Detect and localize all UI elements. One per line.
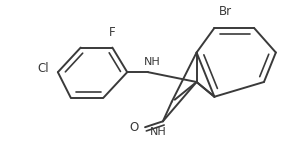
- Text: Cl: Cl: [37, 62, 49, 75]
- Text: NH: NH: [149, 127, 166, 137]
- Text: O: O: [130, 121, 139, 134]
- Text: F: F: [109, 26, 116, 39]
- Text: NH: NH: [144, 57, 160, 67]
- Text: Br: Br: [219, 5, 233, 18]
